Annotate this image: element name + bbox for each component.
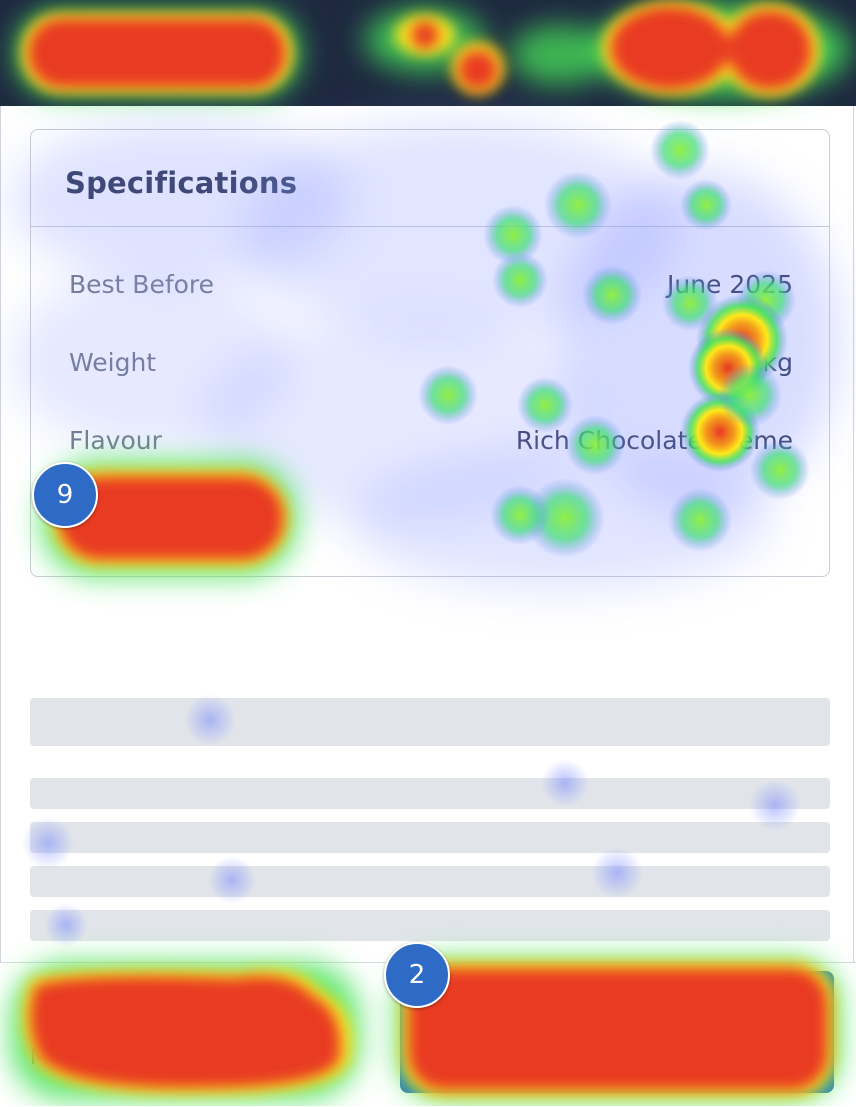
specifications-card: Specifications Best Before June 2025 Wei… [30, 129, 830, 577]
spec-value: Rich Chocolate Creme [515, 426, 793, 455]
spec-label: Weight [69, 348, 157, 377]
top-navigation-bar [0, 0, 856, 106]
specifications-divider [31, 226, 829, 227]
heatmap-marker: 9 [32, 462, 98, 528]
spec-label: Best Before [69, 270, 215, 299]
price-text: ₹1,999 [30, 983, 185, 1029]
spec-row-best-before: Best Before June 2025 [69, 270, 793, 310]
add-to-cart-button[interactable] [400, 971, 834, 1093]
spec-label: Flavour [69, 426, 162, 455]
spec-row-weight: Weight 1 kg [69, 348, 793, 388]
skeleton-heading [30, 698, 830, 746]
skeleton-line [30, 778, 830, 809]
skeleton-line [30, 822, 830, 853]
spec-value: June 2025 [666, 270, 793, 299]
specifications-title: Specifications [65, 166, 298, 200]
skeleton-line [30, 910, 830, 941]
heatmap-marker: 2 [384, 942, 450, 1008]
spec-row-flavour: Flavour Rich Chocolate Creme [69, 426, 793, 466]
mrp-text: MRP [30, 1045, 78, 1070]
skeleton-line [30, 866, 830, 897]
spec-value: 1 kg [738, 348, 793, 377]
